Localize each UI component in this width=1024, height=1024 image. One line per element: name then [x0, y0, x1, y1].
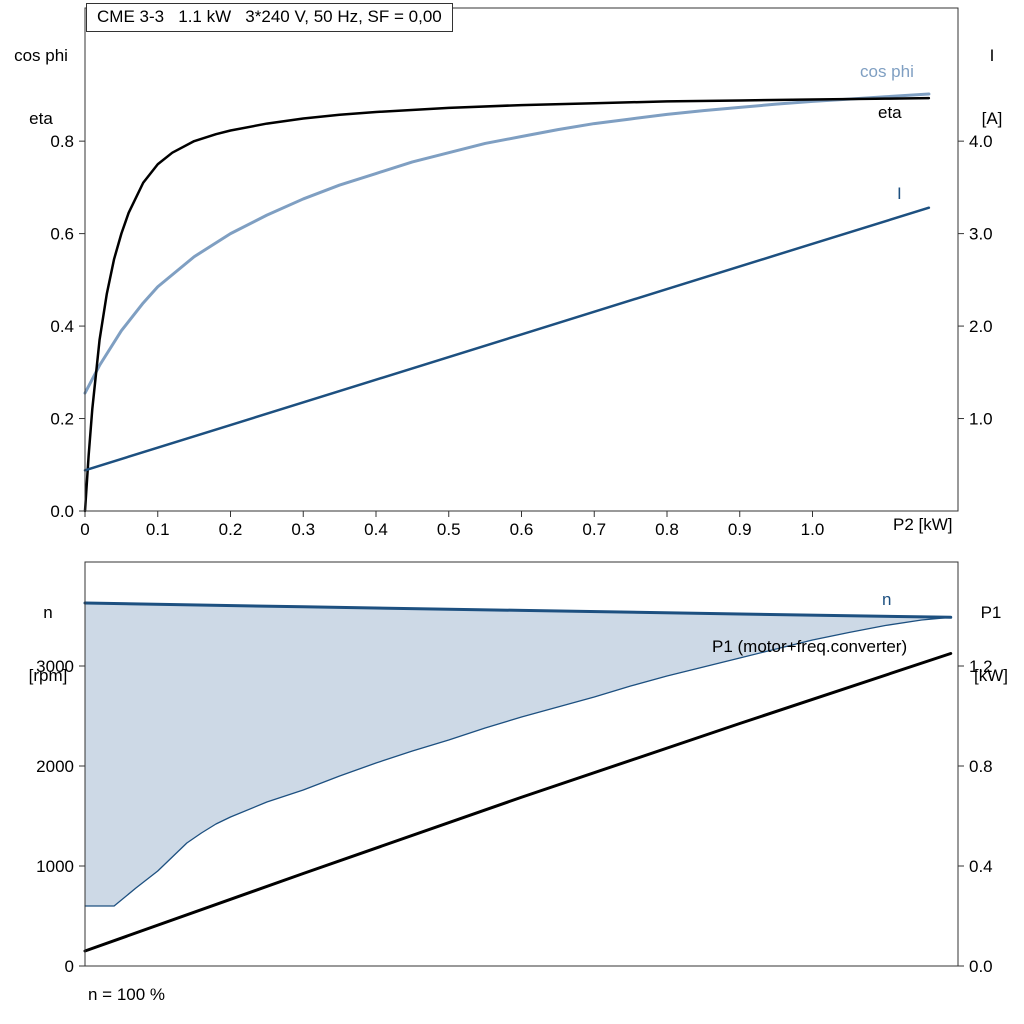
tick-label: 0.8: [50, 132, 74, 151]
series-speed-line: [83, 601, 953, 619]
right-axis-title-line1: P1: [980, 603, 1002, 622]
tick-label: 0.7: [582, 520, 606, 539]
tick-label: 0.5: [437, 520, 461, 539]
tick-label: 0.8: [969, 757, 993, 776]
tick-label: 0.2: [219, 520, 243, 539]
tick-label: 0.8: [655, 520, 679, 539]
tick-label: 3000: [36, 657, 74, 676]
tick-label: 0.0: [50, 502, 74, 521]
speed-percent-note: n = 100 %: [88, 985, 166, 1004]
motor-curves-chart: 0 0.1 0.2 0.3 0.4 0.5 0.6 0.7 0.8 0.9 1.0 0.0 0.2 0.4…: [50, 7, 993, 539]
left-axis-title-bottom-chart: n [rpm]: [13, 560, 83, 707]
speed-power-chart: 0 1000 2000 3000 0.0 0.4 0.8 1.2: [36, 561, 993, 976]
tick-label: 0.9: [728, 520, 752, 539]
tick-label: 0.4: [969, 857, 993, 876]
plot-frame: [84, 7, 959, 512]
tick-label: 1.0: [969, 410, 993, 429]
p1-curve-label: P1 (motor+freq.converter): [712, 637, 908, 656]
series-eta-line: [83, 96, 931, 513]
current-curve-label: I: [897, 184, 902, 203]
chart-title: CME 3-3 1.1 kW 3*240 V, 50 Hz, SF = 0,00: [86, 3, 453, 32]
series-p1-line: [83, 652, 953, 953]
tick-label: 3.0: [969, 225, 993, 244]
tick-label: 0: [80, 520, 89, 539]
tick-label: 1000: [36, 857, 74, 876]
left-axis-title-line1: cos phi: [14, 46, 68, 65]
series-cos_phi-line: [83, 92, 931, 395]
tick-label: 2000: [36, 757, 74, 776]
left-axis-title-line2: eta: [29, 109, 53, 128]
tick-label: 0.1: [146, 520, 170, 539]
series-current-line: [83, 206, 931, 472]
tick-label: 0.6: [50, 225, 74, 244]
right-axis-title-line2: [A]: [981, 109, 1003, 128]
tick-label: 0.4: [364, 520, 388, 539]
tick-label: 0.0: [969, 957, 993, 976]
eta-curve-label: eta: [878, 103, 902, 122]
left-axis-title-top-chart: cos phi eta: [5, 3, 77, 150]
right-axis-title-line2: [kW]: [974, 666, 1008, 685]
right-axis-title-line1: I: [989, 46, 995, 65]
tick-label: 0.2: [50, 410, 74, 429]
tick-label: 0.4: [50, 317, 74, 336]
series-speed_lower-line: [84, 616, 952, 907]
right-axis-title-top-chart: I [A]: [966, 3, 1018, 150]
tick-label: 4.0: [969, 132, 993, 151]
speed-range-fill: [85, 603, 951, 906]
tick-label: 0: [65, 957, 74, 976]
plot-frame: [84, 561, 959, 967]
speed-curve-label: n: [882, 590, 892, 609]
tick-label: 1.2: [969, 657, 993, 676]
tick-label: 2.0: [969, 317, 993, 336]
left-axis-title-line2: [rpm]: [28, 666, 68, 685]
cos-phi-curve-label: cos phi: [860, 62, 914, 81]
tick-label: 0.6: [510, 520, 534, 539]
left-axis-title-line1: n: [43, 603, 53, 622]
tick-label: 0.3: [291, 520, 315, 539]
tick-label: 1.0: [801, 520, 825, 539]
x-axis-label: P2 [kW]: [893, 515, 953, 534]
right-axis-title-bottom-chart: P1 [kW]: [965, 560, 1017, 707]
